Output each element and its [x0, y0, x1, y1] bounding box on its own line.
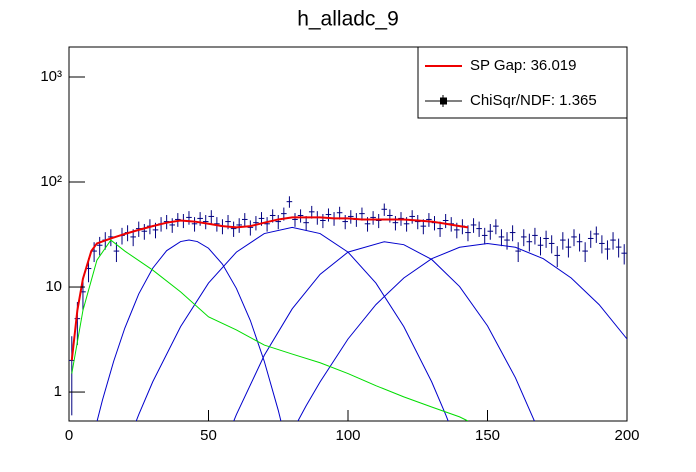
data-point: [359, 207, 365, 221]
legend: SP Gap: 36.019 ChiSqr/NDF: 1.365: [417, 46, 628, 119]
axes: 0 50 100 150 200 1 10 10² 10³: [40, 68, 639, 444]
data-point: [169, 218, 176, 233]
legend-label: SP Gap: 36.019: [470, 57, 576, 74]
data-point: [325, 208, 332, 222]
fit-curve: [96, 239, 282, 421]
data-point: [197, 212, 203, 226]
data-point: [236, 218, 242, 233]
data-point: [247, 220, 254, 236]
data-point: [560, 232, 566, 250]
data-point: [509, 225, 516, 242]
data-point: [264, 217, 270, 232]
legend-marker: [440, 97, 447, 105]
data-point: [621, 244, 627, 265]
x-tick-label: 100: [335, 427, 360, 444]
data-point: [537, 236, 544, 256]
data-point: [532, 227, 538, 245]
data-point: [465, 225, 471, 242]
data-point: [470, 218, 477, 233]
x-tick-label: 50: [200, 427, 217, 444]
data-point: [437, 221, 443, 237]
data-point: [526, 233, 533, 252]
y-tick-label: 1: [54, 383, 62, 400]
data-point: [409, 210, 415, 224]
data-point: [342, 215, 348, 230]
legend-label: ChiSqr/NDF: 1.365: [470, 92, 597, 109]
data-point: [253, 216, 259, 231]
data-point: [615, 238, 622, 258]
data-point: [208, 210, 215, 224]
data-point: [297, 209, 304, 223]
chart-title: h_alladc_9: [297, 8, 399, 31]
data-point: [604, 240, 611, 260]
data-point: [186, 211, 192, 225]
data-point: [593, 226, 600, 243]
data-point: [587, 230, 594, 248]
x-tick-label: 0: [65, 427, 73, 444]
data-point: [498, 229, 505, 247]
data-point: [375, 213, 382, 229]
fit-curve: [297, 242, 627, 421]
data-point: [303, 216, 309, 231]
data-point: [476, 221, 482, 237]
data-point: [493, 219, 499, 235]
data-point: [230, 221, 237, 237]
data-point: [392, 216, 399, 231]
data-point: [381, 203, 388, 216]
data-point: [610, 232, 616, 250]
data-point: [292, 213, 298, 227]
data-point: [515, 242, 521, 263]
x-tick-label: 200: [614, 427, 639, 444]
data-point: [487, 224, 494, 240]
data-point: [543, 230, 549, 248]
data-point: [113, 242, 120, 263]
fit-curve: [135, 226, 449, 421]
data-point: [504, 232, 510, 250]
data-point: [370, 211, 376, 225]
data-point: [320, 213, 326, 229]
data-point: [520, 229, 527, 247]
data-point: [442, 213, 449, 229]
data-point: [336, 206, 343, 220]
data-point: [348, 210, 354, 224]
fit-curve: [70, 216, 469, 361]
fit-curve: [233, 241, 535, 421]
y-tick-label: 10: [45, 278, 62, 295]
plot-area: [69, 196, 627, 421]
data-point: [565, 238, 572, 258]
y-tick-label: 10³: [40, 68, 62, 85]
data-point: [96, 236, 103, 256]
data-point: [286, 196, 293, 208]
data-point: [141, 224, 148, 240]
data-point: [191, 217, 198, 232]
data-point: [481, 227, 488, 245]
data-point: [241, 213, 248, 227]
data-point: [554, 246, 561, 268]
data-point: [275, 215, 282, 230]
data-point: [426, 213, 432, 227]
data-point: [202, 215, 209, 230]
data-point: [599, 235, 605, 254]
fit-curve: [71, 239, 469, 421]
legend-box: [417, 46, 628, 119]
data-point: [582, 242, 588, 263]
data-point: [576, 233, 583, 252]
data-point: [571, 229, 577, 247]
x-tick-label: 150: [475, 427, 500, 444]
y-tick-label: 10²: [40, 173, 62, 190]
data-point: [548, 235, 555, 254]
